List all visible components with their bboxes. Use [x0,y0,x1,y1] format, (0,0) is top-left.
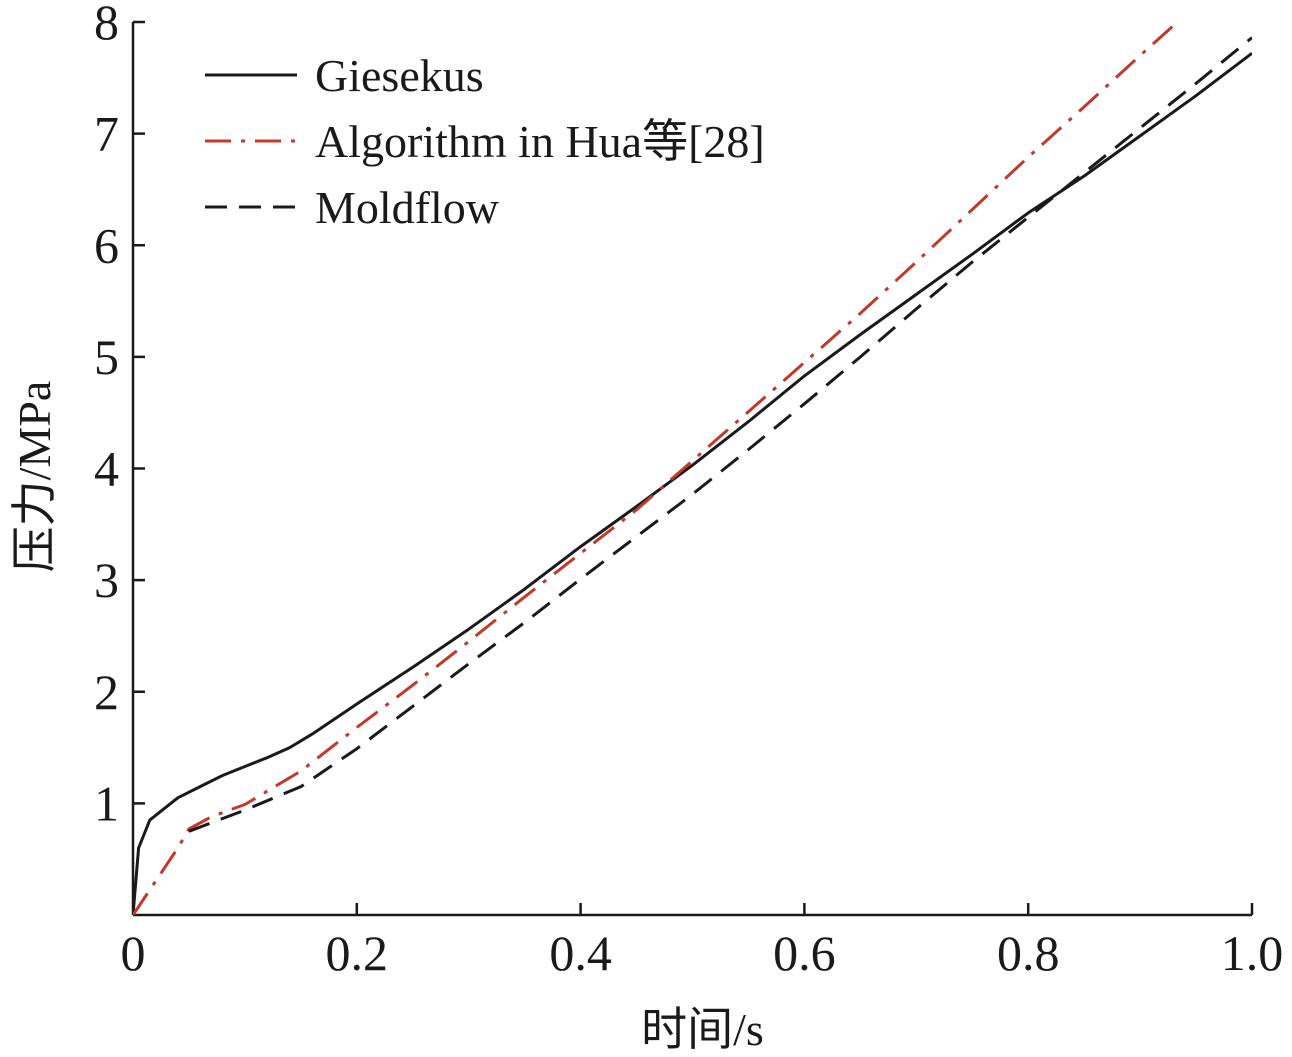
x-tick-label: 1.0 [1221,925,1284,981]
legend-label-2: Algorithm in Hua等[28] [315,116,765,167]
x-tick-label: 0.8 [997,925,1060,981]
y-tick-label: 6 [94,217,119,273]
y-tick-label: 5 [94,329,119,385]
y-tick-label: 4 [94,441,119,497]
y-axis-label: 压力/MPa [9,381,60,573]
y-tick-label: 7 [94,106,119,162]
x-tick-label: 0.6 [773,925,836,981]
x-axis-label: 时间/s [641,1004,764,1055]
x-tick-label: 0.2 [326,925,389,981]
legend-label-3: Moldflow [315,182,500,233]
y-tick-label: 8 [94,0,119,50]
x-tick-label: 0.4 [549,925,612,981]
axes: 0 0.2 0.4 0.6 0.8 1.0 1 2 3 4 5 6 7 8 [94,0,1283,981]
series-line-3 [188,36,1252,833]
x-tick-label: 0 [121,925,146,981]
legend: Giesekus Algorithm in Hua等[28] Moldflow [205,50,765,233]
legend-label-1: Giesekus [315,50,484,101]
series-line-1 [133,52,1252,915]
series-line-2 [133,22,1180,915]
series-layer [133,22,1252,915]
y-tick-label: 1 [94,775,119,831]
y-tick-label: 3 [94,552,119,608]
y-tick-label: 2 [94,664,119,720]
